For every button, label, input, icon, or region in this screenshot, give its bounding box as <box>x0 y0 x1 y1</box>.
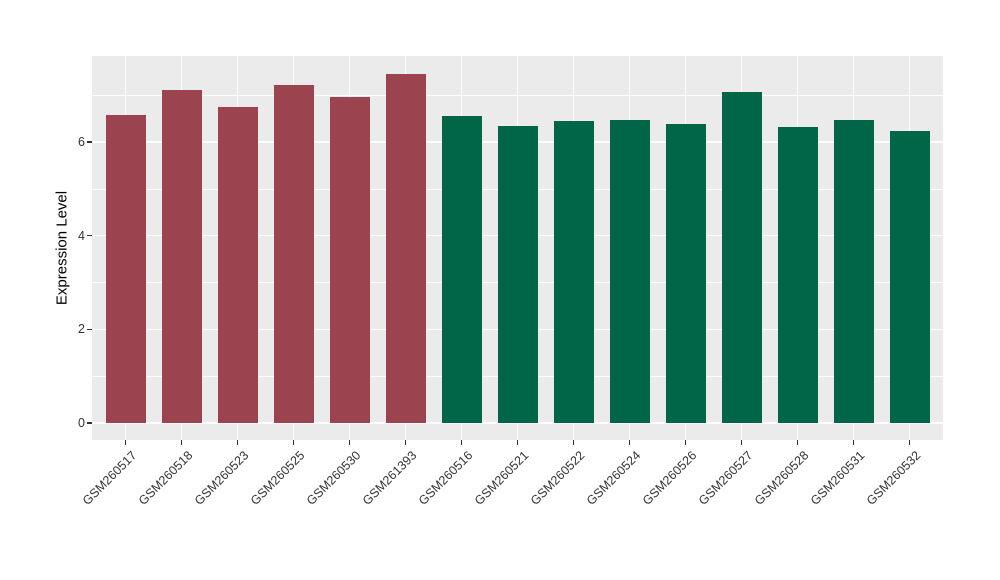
y-tick-label-2: 2 <box>78 322 85 337</box>
x-tick-label-GSM260527: GSM260527 <box>696 448 756 508</box>
bar-GSM260531 <box>833 120 874 423</box>
y-tick-label-0: 0 <box>78 415 85 430</box>
x-tick-mark-GSM260528 <box>796 440 799 445</box>
x-tick-mark-GSM260517 <box>124 440 127 445</box>
x-tick-label-GSM260526: GSM260526 <box>640 448 700 508</box>
x-tick-mark-GSM260518 <box>180 440 183 445</box>
bar-GSM260528 <box>777 126 818 423</box>
bar-GSM260517 <box>105 115 146 423</box>
bar-GSM260518 <box>161 90 202 423</box>
y-tick-mark-6 <box>87 141 92 143</box>
bar-GSM260524 <box>609 120 650 423</box>
x-tick-mark-GSM260521 <box>516 440 519 445</box>
x-tick-mark-GSM261393 <box>404 440 407 445</box>
x-tick-label-GSM261393: GSM261393 <box>360 448 420 508</box>
bar-GSM260516 <box>441 115 482 423</box>
x-tick-label-GSM260524: GSM260524 <box>584 448 644 508</box>
bar-GSM261393 <box>385 73 426 423</box>
x-tick-label-GSM260518: GSM260518 <box>136 448 196 508</box>
x-tick-label-GSM260528: GSM260528 <box>752 448 812 508</box>
y-tick-mark-4 <box>87 234 92 237</box>
x-tick-mark-GSM260527 <box>740 440 743 445</box>
plot-panel <box>92 56 943 440</box>
x-tick-mark-GSM260531 <box>852 440 855 445</box>
x-tick-label-GSM260525: GSM260525 <box>248 448 308 508</box>
x-tick-mark-GSM260523 <box>236 440 239 445</box>
x-tick-mark-GSM260530 <box>348 440 351 445</box>
x-tick-label-GSM260516: GSM260516 <box>416 448 476 508</box>
bar-GSM260532 <box>889 131 930 423</box>
bar-GSM260526 <box>665 124 706 423</box>
bar-GSM260525 <box>273 84 314 423</box>
x-tick-mark-GSM260516 <box>460 440 463 445</box>
y-axis-title: Expression Level <box>53 190 71 306</box>
x-tick-mark-GSM260532 <box>908 440 911 445</box>
x-tick-mark-GSM260524 <box>628 440 631 445</box>
x-tick-label-GSM260522: GSM260522 <box>528 448 588 508</box>
x-tick-mark-GSM260526 <box>684 440 687 445</box>
x-tick-mark-GSM260525 <box>292 440 295 445</box>
y-tick-label-6: 6 <box>78 134 85 149</box>
x-tick-label-GSM260532: GSM260532 <box>864 448 924 508</box>
x-tick-mark-GSM260522 <box>572 440 575 445</box>
bar-GSM260527 <box>721 92 762 423</box>
x-tick-label-GSM260523: GSM260523 <box>192 448 252 508</box>
x-tick-label-GSM260530: GSM260530 <box>304 448 364 508</box>
bar-GSM260522 <box>553 120 594 423</box>
x-tick-label-GSM260517: GSM260517 <box>80 448 140 508</box>
bar-GSM260521 <box>497 125 538 423</box>
x-tick-label-GSM260531: GSM260531 <box>808 448 868 508</box>
y-tick-mark-2 <box>87 328 92 331</box>
bar-GSM260523 <box>217 106 258 423</box>
x-tick-label-GSM260521: GSM260521 <box>472 448 532 508</box>
y-tick-label-4: 4 <box>78 228 85 243</box>
bar-GSM260530 <box>329 97 370 423</box>
y-tick-mark-0 <box>87 422 92 424</box>
